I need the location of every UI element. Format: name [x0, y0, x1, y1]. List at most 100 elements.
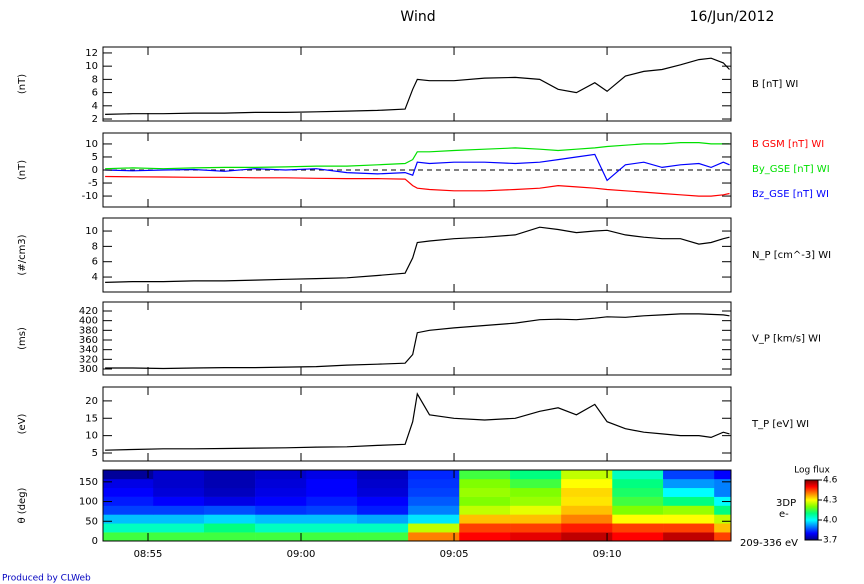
footer: Produced by CLWeb — [2, 574, 91, 584]
heatmap-cell — [153, 487, 205, 497]
heatmap-cell — [663, 496, 715, 506]
date: 16/Jun/2012 — [690, 9, 775, 25]
heatmap-cell — [612, 487, 664, 497]
heatmap-cell — [408, 523, 460, 533]
series-line — [105, 153, 730, 182]
heatmap-cell — [103, 496, 154, 506]
series-line — [105, 142, 730, 170]
y-tick-label: 8 — [92, 74, 98, 85]
y-tick-label: 12 — [85, 48, 98, 59]
heatmap-cell — [510, 532, 562, 542]
heatmap-cell — [561, 470, 613, 480]
heatmap-cell — [408, 478, 460, 489]
heatmap-cell — [306, 532, 358, 542]
heatmap-cell — [408, 487, 460, 497]
heatmap-cell — [663, 514, 715, 524]
heatmap-cell — [561, 523, 613, 533]
plot-frame — [102, 301, 732, 376]
heatmap-cell — [714, 523, 732, 533]
heatmap-cell — [663, 505, 715, 515]
heatmap-cell — [408, 505, 460, 515]
heatmap-cell — [203, 505, 256, 515]
y-tick-label: 10 — [85, 431, 98, 442]
heatmap-cell — [357, 523, 409, 533]
heatmap-cell — [255, 532, 307, 542]
y-tick-label: -5 — [88, 178, 98, 189]
heatmap-cell — [408, 532, 460, 542]
heatmap-cell — [103, 470, 154, 480]
series-line — [105, 175, 730, 197]
y-tick-label: 6 — [92, 88, 98, 99]
heatmap-cell — [357, 478, 409, 489]
heatmap-cell — [459, 523, 511, 533]
heatmap-cell — [357, 532, 409, 542]
y-axis-label: θ (deg) — [17, 487, 28, 523]
legend-label: B [nT] WI — [752, 79, 798, 90]
heatmap-cell — [306, 470, 358, 480]
legend-label: N_P [cm^-3] WI — [752, 250, 831, 261]
heatmap-cell — [153, 514, 205, 524]
y-tick-label: 100 — [79, 497, 98, 508]
heatmap-cell — [255, 505, 307, 515]
heatmap-cell — [255, 487, 307, 497]
y-tick-label: 360 — [79, 335, 98, 346]
heatmap-cell — [408, 470, 460, 480]
y-tick-label: 20 — [85, 396, 98, 407]
heatmap-cell — [306, 478, 358, 489]
heatmap-cell — [306, 487, 358, 497]
x-tick-label: 08:55 — [134, 549, 163, 560]
y-tick-label: 8 — [92, 241, 98, 252]
heatmap-cell — [153, 532, 205, 542]
heatmap-cell — [459, 470, 511, 480]
y-tick-label: 5 — [92, 448, 98, 459]
heatmap-cell — [510, 523, 562, 533]
y-tick-label: 4 — [92, 101, 98, 112]
heatmap-cell — [306, 514, 358, 524]
heatmap-cell — [459, 532, 511, 542]
heatmap-cell — [153, 496, 205, 506]
heatmap-cell — [459, 487, 511, 497]
heatmap-cell — [663, 470, 715, 480]
plot-frame — [102, 217, 732, 293]
y-tick-label: 2 — [92, 114, 98, 125]
heatmap-cell — [408, 514, 460, 524]
heatmap-cell — [714, 505, 732, 515]
heatmap-cell — [663, 478, 715, 489]
series-line — [105, 313, 730, 370]
heatmap-cell — [612, 532, 664, 542]
heatmap-cell — [357, 487, 409, 497]
y-tick-label: 15 — [85, 413, 98, 424]
heatmap-cell — [103, 505, 154, 515]
heatmap-cell — [714, 532, 732, 542]
plot-frame — [102, 386, 732, 462]
heatmap-cell — [255, 514, 307, 524]
y-tick-label: 380 — [79, 325, 98, 336]
y-tick-label: 300 — [79, 364, 98, 375]
heatmap-cell — [306, 505, 358, 515]
heatmap-cell — [255, 470, 307, 480]
heatmap-cell — [612, 470, 664, 480]
heatmap-cell — [714, 487, 732, 497]
plot-frame — [102, 46, 732, 122]
heatmap-cell — [612, 523, 664, 533]
heatmap-cell — [255, 478, 307, 489]
heatmap-cell — [255, 523, 307, 533]
legend-label: Bz_GSE [nT] WI — [752, 189, 829, 200]
heatmap-cell — [203, 514, 256, 524]
y-axis-label: (#/cm3) — [17, 234, 28, 275]
heatmap-cell — [255, 496, 307, 506]
y-tick-label: -10 — [82, 191, 98, 202]
heatmap-cell — [103, 478, 154, 489]
heatmap-cell — [103, 487, 154, 497]
heatmap-cell — [714, 478, 732, 489]
y-tick-label: 340 — [79, 345, 98, 356]
heatmap-cell — [306, 523, 358, 533]
y-axis-label: (eV) — [17, 414, 28, 435]
colorbar-tick-label: 4.0 — [823, 516, 838, 526]
heatmap-cell — [561, 505, 613, 515]
plot-frame — [102, 469, 732, 542]
heatmap-cell — [612, 505, 664, 515]
y-axis-label: (nT) — [17, 160, 28, 180]
heatmap-cell — [203, 478, 256, 489]
